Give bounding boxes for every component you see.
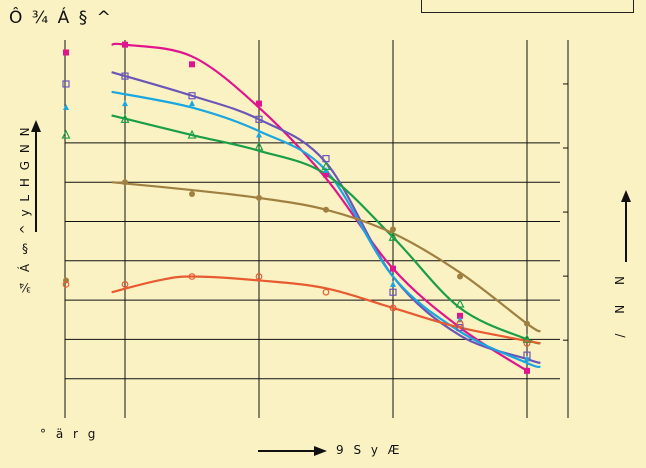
data-point: [457, 312, 463, 319]
data-point: [189, 61, 195, 68]
data-point: [522, 334, 532, 343]
data-point: [322, 288, 330, 296]
data-point: [456, 320, 464, 328]
data-point: [122, 41, 128, 48]
data-point: [122, 100, 128, 107]
data-point: [120, 113, 130, 123]
legend-box: [421, 0, 634, 13]
x-axis-label: 9 S y Æ: [336, 443, 403, 457]
data-point: [189, 190, 195, 197]
series-line: [111, 275, 541, 345]
data-point: [524, 320, 530, 327]
data-point: [389, 304, 397, 312]
data-point: [254, 141, 264, 151]
data-point: [122, 179, 128, 186]
data-point: [188, 92, 196, 100]
data-point: [255, 273, 263, 280]
data-point: [321, 161, 331, 171]
data-point: [188, 273, 196, 280]
series-line: [111, 181, 541, 333]
data-point: [389, 288, 397, 296]
data-point: [256, 100, 262, 107]
series-line: [111, 114, 541, 345]
data-point: [189, 100, 195, 107]
data-point: [455, 298, 465, 308]
data-point: [524, 367, 530, 374]
y-axis-arrowhead: [31, 120, 41, 132]
data-point: [390, 280, 396, 287]
data-point: [323, 206, 329, 213]
data-point: [457, 273, 463, 280]
data-point: [61, 129, 71, 139]
data-point: [121, 280, 129, 288]
x-axis-arrowhead: [314, 446, 327, 456]
data-point: [121, 72, 129, 80]
x-corner-label: ° ä r g: [40, 427, 99, 441]
data-point: [62, 80, 70, 88]
right-axis-arrowhead: [621, 190, 631, 202]
series-line: [111, 71, 541, 365]
data-point: [390, 226, 396, 233]
y-axis-label: ¾ Á § ^ y L H G N N: [18, 125, 32, 294]
data-point: [388, 231, 398, 241]
series-line: [111, 90, 541, 369]
right-axis-label: / N N: [613, 268, 627, 338]
data-point: [323, 171, 329, 178]
data-point: [256, 194, 262, 201]
data-point: [63, 49, 69, 56]
data-point: [255, 115, 263, 123]
data-point: [523, 339, 531, 347]
data-point: [390, 265, 396, 272]
data-point: [62, 280, 70, 288]
data-point: [524, 355, 530, 362]
data-point: [63, 104, 69, 111]
chart-title: Ô ¾ Á § ^: [9, 8, 113, 28]
data-point: [187, 129, 197, 139]
data-point: [456, 324, 464, 332]
data-point: [256, 131, 262, 138]
